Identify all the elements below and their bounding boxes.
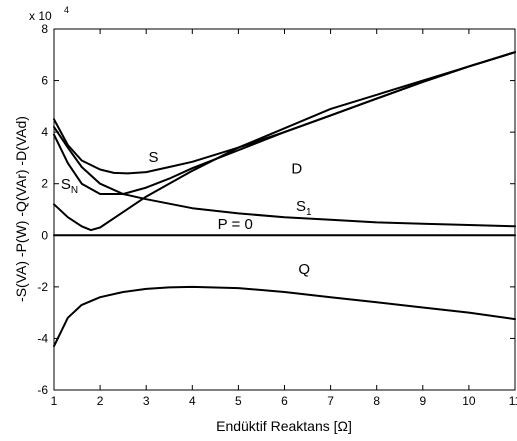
y-exponent-base: x 10	[29, 9, 52, 23]
series-line-d	[53, 51, 516, 232]
x-tick-label: 6	[281, 394, 288, 408]
curve-label-s-n: SN	[61, 176, 78, 196]
series-line-s-1	[53, 126, 516, 228]
plot-frame	[53, 28, 516, 391]
series-line-q	[53, 285, 516, 348]
ticks-layer: 1 2 3 4 5 6 7 8 9 10 11 -6 -4 -2 0 2 4 6 8	[37, 22, 517, 408]
series-line-s-n	[53, 51, 516, 195]
curve-label-s-1: S1	[296, 198, 312, 218]
y-tick-label: -2	[37, 280, 48, 294]
curve-label-d: D	[291, 160, 302, 177]
y-tick-label: -4	[37, 331, 48, 345]
curve-label-p-0: P = 0	[218, 216, 253, 233]
x-tick-label: 8	[373, 394, 380, 408]
y-tick-label: 6	[41, 74, 48, 88]
curve-label-q: Q	[298, 261, 310, 278]
y-axis-label: -S(VA) -P(W) -Q(VAr) -D(VAd)	[13, 116, 29, 302]
y-tick-label: -6	[37, 383, 48, 397]
x-tick-label: 11	[509, 394, 517, 408]
curve-label-s: S	[149, 149, 159, 166]
x-axis-label: Endüktif Reaktans [Ω]	[216, 418, 352, 434]
y-tick-label: 8	[41, 22, 48, 36]
x-tick-label: 7	[327, 394, 334, 408]
x-tick-label: 4	[189, 394, 196, 408]
series-line-s	[53, 51, 516, 175]
x-tick-label: 9	[419, 394, 426, 408]
y-tick-label: 0	[41, 228, 48, 242]
y-tick-label: 2	[41, 177, 48, 191]
x-tick-label: 5	[235, 394, 242, 408]
y-exponent-power: 4	[64, 5, 69, 15]
y-exponent-label: x 10 4	[29, 5, 69, 23]
x-tick-label: 3	[143, 394, 150, 408]
x-tick-label: 2	[97, 394, 104, 408]
y-tick-label: 4	[41, 125, 48, 139]
x-tick-label: 10	[462, 394, 476, 408]
series-layer	[53, 51, 516, 348]
x-tick-label: 1	[51, 394, 58, 408]
